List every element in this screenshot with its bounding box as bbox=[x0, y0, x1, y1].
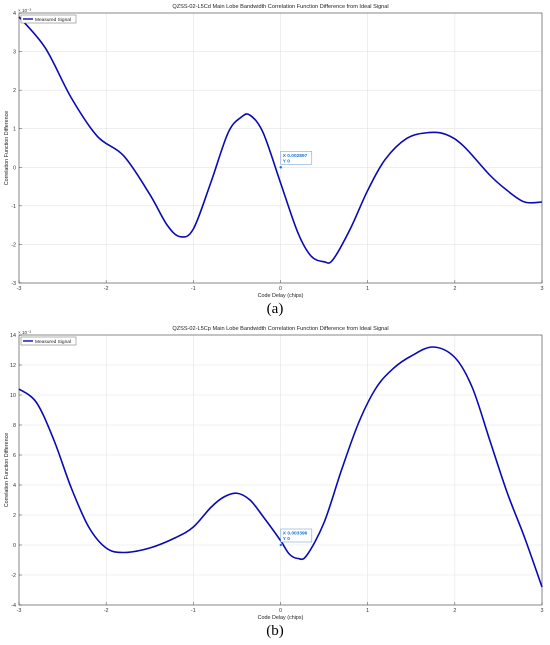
panel-label-a-text: (a) bbox=[266, 301, 284, 317]
x-tick-label: -2 bbox=[104, 608, 109, 614]
panel-label-b-text: (b) bbox=[266, 623, 284, 639]
y-axis-label: Correlation Function Difference bbox=[4, 433, 10, 508]
y-tick-label: -4 bbox=[11, 603, 16, 609]
x-tick-label: 3 bbox=[541, 608, 544, 614]
y-tick-label: 4 bbox=[13, 11, 16, 17]
y-tick-label: 8 bbox=[13, 423, 16, 429]
y-tick-label: -1 bbox=[11, 204, 16, 210]
y-tick-label: -2 bbox=[11, 573, 16, 579]
y-tick-label: -2 bbox=[11, 242, 16, 248]
y-tick-label: 1 bbox=[13, 127, 16, 133]
axes-box bbox=[18, 334, 543, 606]
x-tick-label: -3 bbox=[17, 286, 22, 292]
datatip-y: Y 0 bbox=[283, 536, 290, 542]
axes-box bbox=[18, 12, 543, 284]
y-exponent-label: × 10⁻³ bbox=[18, 330, 31, 335]
legend: Measured Signal bbox=[20, 336, 77, 346]
datatip-y: Y 0 bbox=[283, 158, 290, 164]
y-tick-label: 0 bbox=[13, 543, 16, 549]
chart-title: QZSS-02-L5Cp Main Lobe Bandwidth Correla… bbox=[172, 326, 388, 332]
x-tick-label: 3 bbox=[541, 286, 544, 292]
x-tick-label: 0 bbox=[279, 608, 282, 614]
chart-b: QZSS-02-L5Cp Main Lobe Bandwidth Correla… bbox=[4, 326, 544, 621]
legend-box bbox=[20, 336, 77, 346]
y-tick-label: 10 bbox=[10, 393, 16, 399]
x-tick-label: 2 bbox=[453, 608, 456, 614]
datatip-marker bbox=[279, 543, 283, 547]
y-tick-label: 12 bbox=[10, 363, 16, 369]
x-tick-label: -1 bbox=[191, 608, 196, 614]
series-line-measured-signal bbox=[18, 346, 543, 588]
y-exponent-label: × 10⁻³ bbox=[18, 8, 31, 13]
legend-label: Measured Signal bbox=[35, 17, 71, 23]
x-tick-label: 1 bbox=[366, 286, 369, 292]
x-tick-label: 0 bbox=[279, 286, 282, 292]
chart-a: QZSS-02-L5Cd Main Lobe Bandwidth Correla… bbox=[4, 4, 544, 299]
x-tick-label: 2 bbox=[453, 286, 456, 292]
y-tick-label: 14 bbox=[10, 333, 16, 339]
panel-label-b: (b) bbox=[0, 623, 550, 640]
y-axis-label: Correlation Function Difference bbox=[4, 111, 10, 186]
datatip-box bbox=[280, 150, 313, 165]
legend-box bbox=[20, 14, 77, 24]
x-tick-label: 1 bbox=[366, 608, 369, 614]
x-tick-label: -1 bbox=[191, 286, 196, 292]
legend-label: Measured Signal bbox=[35, 339, 71, 345]
x-axis-label: Code Delay (chips) bbox=[258, 615, 304, 621]
y-tick-label: 0 bbox=[13, 165, 16, 171]
y-tick-label: -3 bbox=[11, 281, 16, 287]
datatip-marker bbox=[279, 165, 283, 169]
series-line-measured-signal bbox=[18, 16, 543, 264]
x-tick-label: -2 bbox=[104, 286, 109, 292]
chart-title: QZSS-02-L5Cd Main Lobe Bandwidth Correla… bbox=[172, 4, 388, 10]
y-tick-label: 6 bbox=[13, 453, 16, 459]
datatip-x: X 0.003396 bbox=[283, 531, 308, 537]
panel-label-a: (a) bbox=[0, 301, 550, 318]
datatip-box bbox=[280, 528, 313, 543]
y-tick-label: 3 bbox=[13, 50, 16, 56]
y-tick-label: 2 bbox=[13, 513, 16, 519]
datatip-x: X 0.002897 bbox=[283, 153, 308, 159]
legend: Measured Signal bbox=[20, 14, 77, 24]
y-tick-label: 2 bbox=[13, 88, 16, 94]
y-tick-label: 4 bbox=[13, 483, 16, 489]
x-tick-label: -3 bbox=[17, 608, 22, 614]
x-axis-label: Code Delay (chips) bbox=[258, 293, 304, 299]
